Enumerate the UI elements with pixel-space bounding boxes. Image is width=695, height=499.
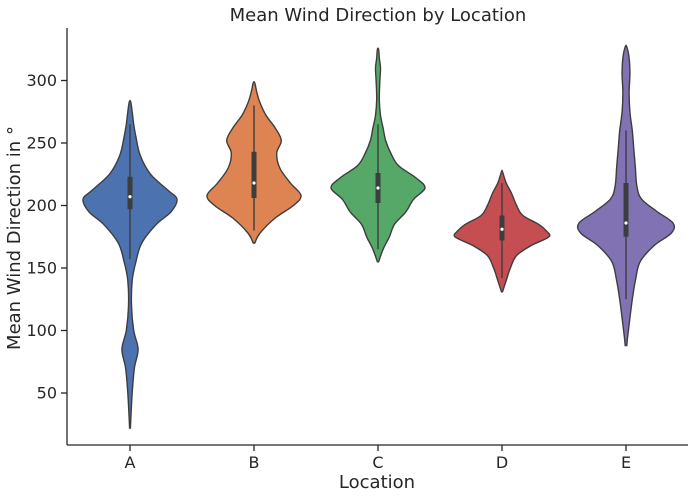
violin-D <box>453 169 551 293</box>
y-axis-label: Mean Wind Direction in ° <box>4 126 25 350</box>
y-tick-label: 150 <box>26 259 57 278</box>
violin-median-C <box>376 186 380 190</box>
violin-E <box>576 44 676 347</box>
violin-B <box>206 81 302 244</box>
chart-title: Mean Wind Direction by Location <box>230 5 527 26</box>
x-axis-label: Location <box>339 472 415 493</box>
violin-median-E <box>624 221 628 225</box>
violin-median-B <box>252 181 256 185</box>
x-tick-label: C <box>372 453 383 472</box>
y-ticks: 50 100 150 200 250 300 <box>26 71 67 403</box>
y-tick-label: 200 <box>26 196 57 215</box>
x-tick-label: D <box>496 453 508 472</box>
violin-body-A <box>82 99 178 429</box>
violin-median-D <box>500 227 504 231</box>
x-tick-label: B <box>249 453 260 472</box>
violin-A <box>82 99 178 429</box>
y-tick-label: 250 <box>26 134 57 153</box>
violins-layer <box>82 44 676 429</box>
y-tick-label: 300 <box>26 71 57 90</box>
y-tick-label: 50 <box>37 384 57 403</box>
x-tick-label: E <box>621 453 631 472</box>
y-tick-label: 100 <box>26 321 57 340</box>
violin-median-A <box>128 195 132 199</box>
violin-C <box>330 47 426 263</box>
x-ticks: A B C D E <box>125 445 631 472</box>
x-tick-label: A <box>125 453 136 472</box>
